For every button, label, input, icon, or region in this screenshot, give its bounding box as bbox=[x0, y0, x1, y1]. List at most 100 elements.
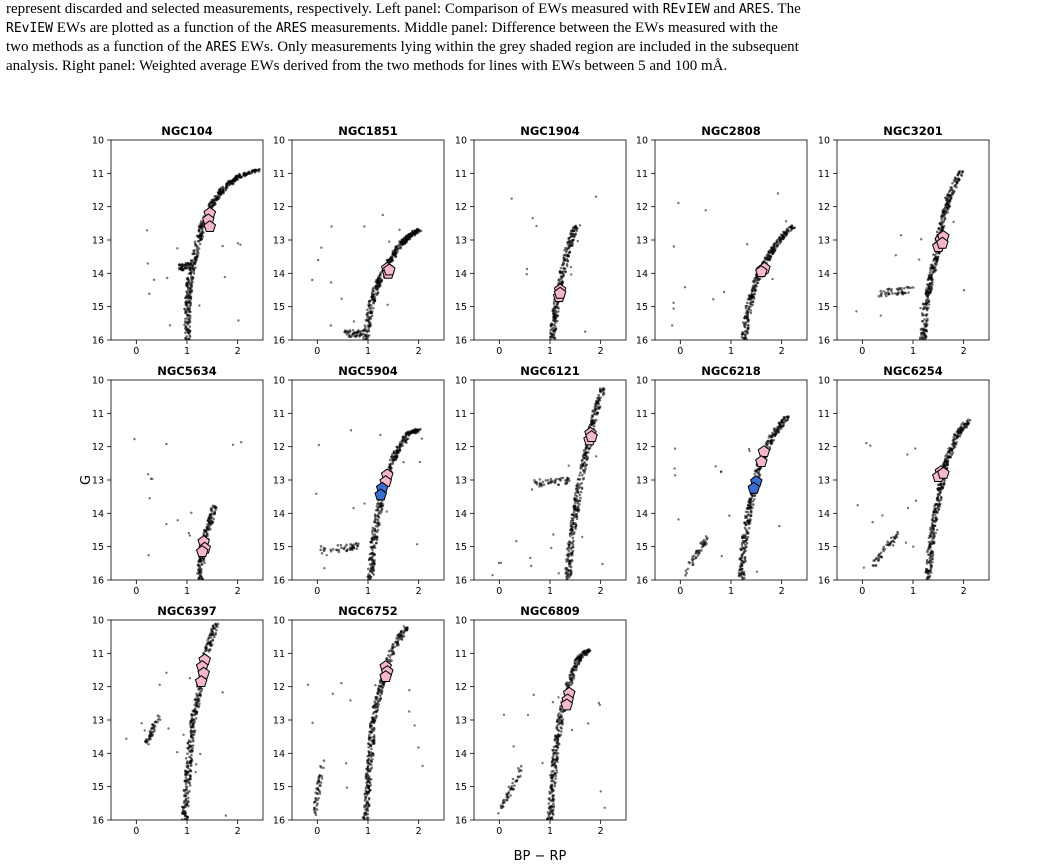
star-point bbox=[891, 292, 894, 295]
star-point bbox=[926, 317, 929, 321]
star-point bbox=[594, 404, 597, 408]
star-point bbox=[190, 732, 194, 736]
x-tick-label: 0 bbox=[496, 346, 502, 357]
x-tick-label: 2 bbox=[416, 586, 422, 597]
star-point bbox=[143, 729, 146, 732]
star-point bbox=[885, 543, 888, 547]
star-point bbox=[559, 266, 563, 270]
panel-frame bbox=[836, 379, 990, 581]
star-point bbox=[933, 524, 937, 528]
x-tick-label: 0 bbox=[859, 586, 865, 597]
star-point bbox=[945, 198, 948, 201]
star-point bbox=[182, 801, 186, 805]
star-point bbox=[187, 531, 191, 535]
star-point bbox=[317, 781, 320, 784]
star-point bbox=[316, 792, 319, 796]
y-tick-label: 10 bbox=[273, 376, 285, 387]
star-point bbox=[192, 251, 196, 255]
star-point bbox=[387, 649, 391, 653]
star-point bbox=[391, 643, 394, 647]
star-point bbox=[790, 227, 794, 230]
star-point bbox=[178, 263, 181, 267]
star-point bbox=[165, 522, 168, 526]
star-point bbox=[188, 761, 191, 764]
star-point bbox=[320, 551, 324, 555]
y-tick-label: 15 bbox=[455, 542, 467, 553]
star-point bbox=[371, 757, 374, 761]
star-point bbox=[389, 256, 393, 259]
star-point bbox=[393, 645, 397, 648]
star-point bbox=[370, 747, 373, 751]
star-point bbox=[364, 795, 368, 799]
star-point bbox=[747, 293, 751, 297]
star-point bbox=[741, 576, 744, 580]
star-point bbox=[720, 554, 723, 558]
target-star-blue bbox=[374, 488, 387, 501]
star-point bbox=[376, 708, 380, 712]
star-point bbox=[786, 418, 789, 422]
star-point bbox=[779, 233, 783, 236]
star-point bbox=[943, 217, 947, 221]
panel-frame bbox=[654, 139, 808, 341]
star-point bbox=[934, 515, 938, 519]
star-point bbox=[576, 505, 580, 508]
star-point bbox=[208, 516, 212, 520]
star-point bbox=[673, 447, 677, 450]
star-point bbox=[594, 195, 598, 198]
star-point bbox=[188, 768, 191, 771]
star-point bbox=[322, 766, 325, 770]
star-point bbox=[745, 304, 748, 308]
star-point bbox=[925, 558, 929, 562]
star-point bbox=[928, 281, 932, 285]
star-point bbox=[316, 788, 319, 791]
star-point bbox=[184, 756, 188, 760]
star-point bbox=[354, 541, 358, 545]
star-point bbox=[189, 276, 193, 280]
y-tick-label: 12 bbox=[92, 202, 104, 213]
star-point bbox=[184, 317, 187, 321]
star-point bbox=[712, 298, 715, 301]
star-point bbox=[345, 543, 348, 547]
star-point bbox=[398, 443, 401, 447]
star-point bbox=[928, 271, 932, 275]
star-point bbox=[188, 677, 192, 680]
star-point bbox=[565, 558, 568, 561]
star-point bbox=[539, 482, 543, 486]
x-tick-label: 1 bbox=[547, 586, 553, 597]
x-tick-label: 0 bbox=[859, 346, 865, 357]
star-point bbox=[362, 335, 365, 339]
star-point bbox=[746, 510, 750, 514]
caption-line-1: represent discarded and selected measure… bbox=[6, 1, 801, 17]
star-point bbox=[157, 715, 161, 718]
star-point bbox=[125, 737, 128, 740]
star-point bbox=[377, 684, 381, 688]
star-point bbox=[722, 290, 726, 294]
star-point bbox=[151, 723, 154, 727]
target-star-pink bbox=[757, 445, 771, 457]
y-tick-label: 11 bbox=[92, 649, 104, 660]
star-point bbox=[741, 536, 744, 540]
x-tick-label: 0 bbox=[314, 826, 320, 837]
star-point bbox=[230, 180, 234, 184]
star-point bbox=[770, 442, 773, 446]
star-point bbox=[596, 411, 599, 415]
star-point bbox=[927, 284, 930, 287]
star-point bbox=[219, 188, 222, 192]
star-point bbox=[906, 453, 909, 456]
star-point bbox=[381, 682, 385, 686]
y-tick-label: 13 bbox=[273, 716, 285, 727]
y-tick-label: 10 bbox=[92, 616, 104, 627]
star-point bbox=[552, 300, 556, 304]
star-point bbox=[744, 528, 748, 531]
star-point bbox=[744, 545, 748, 548]
star-point bbox=[930, 530, 934, 534]
star-point bbox=[925, 304, 928, 307]
star-point bbox=[153, 720, 157, 724]
star-point bbox=[147, 554, 150, 557]
star-point bbox=[183, 779, 187, 783]
star-point bbox=[379, 505, 383, 509]
star-point bbox=[783, 232, 786, 235]
star-point bbox=[597, 397, 600, 400]
